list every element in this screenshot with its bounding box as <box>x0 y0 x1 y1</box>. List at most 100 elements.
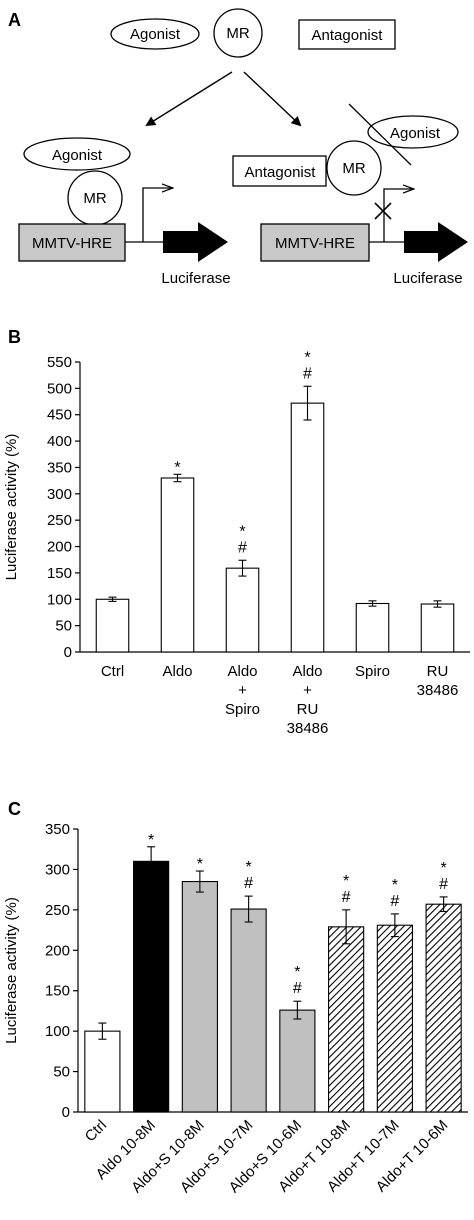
panel-c: C 0 50 100 150 200 250 300 350 Luciferase activi… <box>3 799 468 1196</box>
luciferase-label-right: Luciferase <box>393 270 462 287</box>
chart-c-significance-mark: # <box>342 889 351 906</box>
panel-a-letter: A <box>8 10 21 30</box>
chart-b-y-tick-label: 400 <box>47 433 72 450</box>
chart-c-significance-mark: # <box>439 876 448 893</box>
panel-a-diagram: A Agonist MR Antagonist Agonist MR MMTV-… <box>8 8 468 287</box>
mr-label-right: MR <box>342 160 365 177</box>
chart-b-category-label: Aldo <box>227 663 257 680</box>
luciferase-arrow-right <box>404 222 468 262</box>
antagonist-label-top: Antagonist <box>312 27 384 44</box>
chart-c-bar <box>84 1030 121 1113</box>
agonist-ellipse-left <box>23 137 131 171</box>
chart-b-category-label: RU <box>427 663 449 680</box>
promoter-box-left <box>18 223 126 262</box>
chart-c-significance-mark: * <box>148 832 154 849</box>
luciferase-arrow-left <box>163 222 228 262</box>
chart-c-y-tick-label: 200 <box>45 942 70 959</box>
mr-label-left: MR <box>83 190 106 207</box>
antagonist-box-right <box>232 155 327 187</box>
chart-b-category-label: + <box>238 682 247 699</box>
chart-b-bar <box>290 402 325 653</box>
chart-b-significance-mark: # <box>238 539 247 556</box>
antagonist-label-right: Antagonist <box>245 164 317 181</box>
mr-circle-top <box>213 8 263 58</box>
chart-c-y-tick-label: 300 <box>45 861 70 878</box>
chart-c-significance-mark: * <box>294 964 300 981</box>
chart-c-y-tick-label: 250 <box>45 902 70 919</box>
chart-b-category-label: 38486 <box>287 720 329 737</box>
chart-c-bar <box>230 908 267 1113</box>
chart-c-significance-mark: * <box>246 859 252 876</box>
mr-circle-right <box>326 140 382 196</box>
promoter-box-right <box>260 223 370 262</box>
arrow-left <box>145 71 233 127</box>
chart-b-category-label: Aldo <box>162 663 192 680</box>
chart-c: 0 50 100 150 200 250 300 350 Luciferase activity… <box>3 821 468 1196</box>
chart-b-significance-mark: * <box>304 349 310 366</box>
agonist-label-right: Agonist <box>390 125 441 142</box>
chart-c-y-axis-title: Luciferase activity (%) <box>3 897 20 1044</box>
block-line <box>348 103 412 166</box>
chart-b-category-label: 38486 <box>417 682 459 699</box>
chart-b-bar <box>225 567 260 653</box>
agonist-ellipse-right <box>367 115 459 149</box>
chart-c-bar <box>328 926 365 1113</box>
chart-b-y-axis-title: Luciferase activity (%) <box>3 434 20 581</box>
chart-c-bar <box>279 1009 316 1113</box>
chart-b-category-label: Aldo <box>292 663 322 680</box>
panel-b: B 0 50 100 150 200 250 300 350 400 450 500 550 Lucif… <box>3 327 470 737</box>
chart-c-significance-mark: * <box>343 873 349 890</box>
transcription-arrow-right <box>383 189 414 242</box>
chart-b-y-tick-label: 300 <box>47 486 72 503</box>
chart-b-bar <box>95 598 130 653</box>
chart-b-y-tick-label: 500 <box>47 380 72 397</box>
panel-b-letter: B <box>8 327 21 347</box>
block-x-2 <box>374 202 392 220</box>
chart-b-y-tick-label: 350 <box>47 459 72 476</box>
chart-b-y-tick-label: 450 <box>47 407 72 424</box>
panel-c-letter: C <box>8 799 21 819</box>
chart-b: 0 50 100 150 200 250 300 350 400 450 500 550 Lucifer… <box>3 349 470 737</box>
chart-b-y-tick-label: 200 <box>47 539 72 556</box>
chart-b-y-tick-label: 0 <box>64 644 72 661</box>
chart-c-significance-mark: # <box>390 893 399 910</box>
chart-c-significance-mark: * <box>441 860 447 877</box>
chart-c-y-tick-label: 0 <box>62 1104 70 1121</box>
chart-b-category-label: Spiro <box>225 701 260 718</box>
chart-b-y-tick-label: 100 <box>47 591 72 608</box>
chart-c-bar <box>425 903 462 1113</box>
luciferase-label-left: Luciferase <box>161 270 230 287</box>
chart-c-bar <box>181 881 218 1113</box>
chart-b-y-tick-label: 550 <box>47 354 72 371</box>
chart-c-significance-mark: * <box>197 856 203 873</box>
chart-c-significance-mark: # <box>293 980 302 997</box>
chart-c-category-label: Ctrl <box>82 1117 111 1146</box>
chart-c-y-tick-label: 350 <box>45 821 70 838</box>
chart-b-category-label: Spiro <box>355 663 390 680</box>
chart-c-significance-mark: * <box>392 877 398 894</box>
chart-b-significance-mark: * <box>239 523 245 540</box>
agonist-label-top: Agonist <box>130 26 181 43</box>
promoter-label-right: MMTV-HRE <box>275 235 355 252</box>
mr-label-top: MR <box>226 25 249 42</box>
chart-c-y-tick-label: 50 <box>53 1064 70 1081</box>
chart-b-category-label: + <box>303 682 312 699</box>
antagonist-box-top <box>298 19 396 50</box>
chart-b-y-tick-label: 50 <box>55 618 72 635</box>
chart-c-y-tick-label: 100 <box>45 1023 70 1040</box>
chart-b-category-label: Ctrl <box>101 663 124 680</box>
chart-b-category-label: RU <box>297 701 319 718</box>
chart-b-y-tick-label: 250 <box>47 512 72 529</box>
chart-b-bar <box>420 603 455 653</box>
agonist-label-left: Agonist <box>52 147 103 164</box>
chart-c-bar <box>376 924 413 1113</box>
chart-c-y-tick-label: 150 <box>45 983 70 1000</box>
chart-b-bar <box>160 477 195 653</box>
promoter-label-left: MMTV-HRE <box>32 235 112 252</box>
agonist-ellipse-top <box>110 18 200 50</box>
chart-c-bar <box>133 860 170 1113</box>
chart-b-bar <box>355 602 390 653</box>
arrow-right <box>243 71 302 127</box>
chart-b-significance-mark: # <box>303 365 312 382</box>
